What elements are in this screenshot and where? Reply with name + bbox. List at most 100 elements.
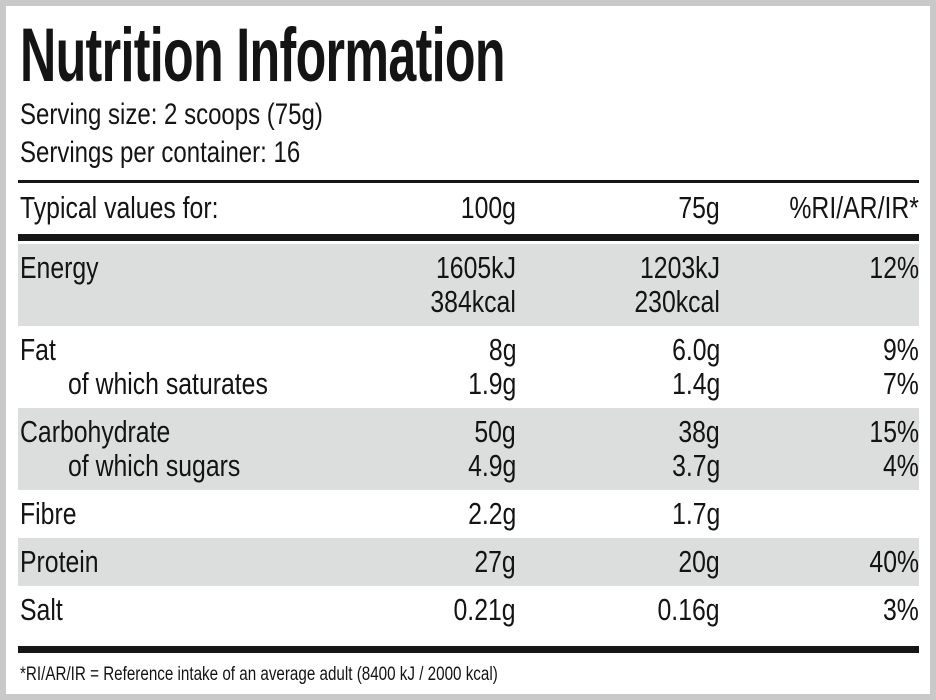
page-title: Nutrition Information — [20, 16, 919, 96]
cell-protein-label: Protein — [18, 545, 312, 579]
cell-energy-label2 — [18, 285, 312, 319]
fibre-100g-text: 2.2g — [467, 496, 516, 531]
carbohydrate-label-text: Carbohydrate — [20, 414, 171, 449]
row-protein: Protein 27g 20g 40% — [18, 538, 919, 586]
energy-75g-kcal-text: 230kcal — [634, 284, 720, 319]
cell-energy-75g-kcal: 230kcal — [516, 285, 720, 319]
row-fibre: Fibre 2.2g 1.7g — [18, 490, 919, 538]
cell-salt-75g: 0.16g — [516, 593, 720, 627]
serving-size-line: Serving size: 2 scoops (75g) — [20, 96, 919, 134]
protein-label-text: Protein — [20, 544, 99, 579]
row-carbohydrate-line1: Carbohydrate 50g 38g 15% — [18, 415, 919, 449]
cell-fibre-label: Fibre — [18, 497, 312, 531]
carbohydrate-ri-text: 15% — [869, 414, 919, 449]
saturates-100g-text: 1.9g — [467, 366, 516, 401]
carbohydrate-100g-text: 50g — [474, 414, 516, 449]
energy-100g-kcal-text: 384kcal — [430, 284, 516, 319]
cell-energy-ri: 12% — [720, 251, 919, 285]
cell-protein-75g: 20g — [516, 545, 720, 579]
fibre-label-text: Fibre — [20, 496, 77, 531]
cell-fibre-75g: 1.7g — [516, 497, 720, 531]
saturates-label-text: of which saturates — [68, 366, 268, 401]
header-typical-values: Typical values for: — [18, 191, 312, 225]
cell-fibre-100g: 2.2g — [312, 497, 516, 531]
row-energy-line2: 384kcal 230kcal — [18, 285, 919, 319]
cell-fat-100g: 8g — [312, 333, 516, 367]
saturates-75g-text: 1.4g — [671, 366, 720, 401]
sugars-75g-text: 3.7g — [671, 448, 720, 483]
row-salt: Salt 0.21g 0.16g 3% — [18, 586, 919, 634]
sugars-label-text: of which sugars — [68, 448, 241, 483]
cell-sugars-75g: 3.7g — [516, 449, 720, 483]
salt-75g-text: 0.16g — [657, 592, 720, 627]
servings-per-container-line: Servings per container: 16 — [20, 134, 919, 172]
energy-75g-kj-text: 1203kJ — [640, 250, 720, 285]
row-saturates: of which saturates 1.9g 1.4g 7% — [18, 367, 919, 401]
energy-label-text: Energy — [20, 250, 99, 285]
row-salt-line1: Salt 0.21g 0.16g 3% — [18, 593, 919, 627]
page-title-text: Nutrition Information — [20, 13, 506, 98]
header-divider — [18, 234, 919, 241]
cell-salt-ri: 3% — [720, 593, 919, 627]
cell-fat-label: Fat — [18, 333, 312, 367]
cell-energy-75g-kj: 1203kJ — [516, 251, 720, 285]
cell-energy-ri2 — [720, 285, 919, 319]
carbohydrate-75g-text: 38g — [678, 414, 720, 449]
cell-saturates-75g: 1.4g — [516, 367, 720, 401]
cell-sugars-100g: 4.9g — [312, 449, 516, 483]
cell-salt-label: Salt — [18, 593, 312, 627]
header-typical-values-text: Typical values for: — [20, 190, 219, 225]
serving-size-text: Serving size: 2 scoops (75g) — [20, 98, 323, 131]
cell-carbohydrate-75g: 38g — [516, 415, 720, 449]
cell-saturates-label: of which saturates — [18, 367, 312, 401]
cell-carbohydrate-ri: 15% — [720, 415, 919, 449]
header-100g-text: 100g — [460, 190, 516, 225]
cell-sugars-ri: 4% — [720, 449, 919, 483]
header-ri-text: %RI/AR/IR* — [789, 190, 919, 225]
footnote: *RI/AR/IR = Reference intake of an avera… — [18, 653, 919, 687]
cell-fat-75g: 6.0g — [516, 333, 720, 367]
salt-ri-text: 3% — [883, 592, 919, 627]
row-fat: Fat 8g 6.0g 9% of which saturates 1.9g 1… — [18, 326, 919, 408]
fat-100g-text: 8g — [488, 332, 516, 367]
fibre-75g-text: 1.7g — [671, 496, 720, 531]
cell-carbohydrate-100g: 50g — [312, 415, 516, 449]
fat-ri-text: 9% — [883, 332, 919, 367]
row-carbohydrate: Carbohydrate 50g 38g 15% of which sugars… — [18, 408, 919, 490]
sugars-ri-text: 4% — [883, 448, 919, 483]
cell-energy-100g-kcal: 384kcal — [312, 285, 516, 319]
header-75g-text: 75g — [678, 190, 720, 225]
header-75g: 75g — [516, 191, 720, 225]
energy-ri-text: 12% — [869, 250, 919, 285]
saturates-ri-text: 7% — [883, 366, 919, 401]
cell-energy-100g-kj: 1605kJ — [312, 251, 516, 285]
row-fat-line1: Fat 8g 6.0g 9% — [18, 333, 919, 367]
header-100g: 100g — [312, 191, 516, 225]
cell-sugars-label: of which sugars — [18, 449, 312, 483]
cell-protein-100g: 27g — [312, 545, 516, 579]
row-energy-line1: Energy 1605kJ 1203kJ 12% — [18, 251, 919, 285]
salt-100g-text: 0.21g — [453, 592, 516, 627]
protein-ri-text: 40% — [869, 544, 919, 579]
cell-carbohydrate-label: Carbohydrate — [18, 415, 312, 449]
row-energy: Energy 1605kJ 1203kJ 12% 384kcal 230kcal — [18, 244, 919, 326]
cell-salt-100g: 0.21g — [312, 593, 516, 627]
cell-energy-label: Energy — [18, 251, 312, 285]
cell-saturates-ri: 7% — [720, 367, 919, 401]
row-fibre-line1: Fibre 2.2g 1.7g — [18, 497, 919, 531]
row-sugars: of which sugars 4.9g 3.7g 4% — [18, 449, 919, 483]
row-protein-line1: Protein 27g 20g 40% — [18, 545, 919, 579]
energy-100g-kj-text: 1605kJ — [436, 250, 516, 285]
protein-100g-text: 27g — [474, 544, 516, 579]
footer-divider — [18, 646, 919, 653]
cell-fibre-ri — [720, 497, 919, 531]
salt-label-text: Salt — [20, 592, 63, 627]
servings-per-container-text: Servings per container: 16 — [20, 136, 301, 169]
sugars-100g-text: 4.9g — [467, 448, 516, 483]
top-divider — [18, 180, 919, 183]
table-body: Energy 1605kJ 1203kJ 12% 384kcal 230kcal… — [18, 244, 919, 634]
fat-75g-text: 6.0g — [671, 332, 720, 367]
footnote-text: *RI/AR/IR = Reference intake of an avera… — [20, 664, 498, 685]
header-ri: %RI/AR/IR* — [720, 191, 919, 225]
